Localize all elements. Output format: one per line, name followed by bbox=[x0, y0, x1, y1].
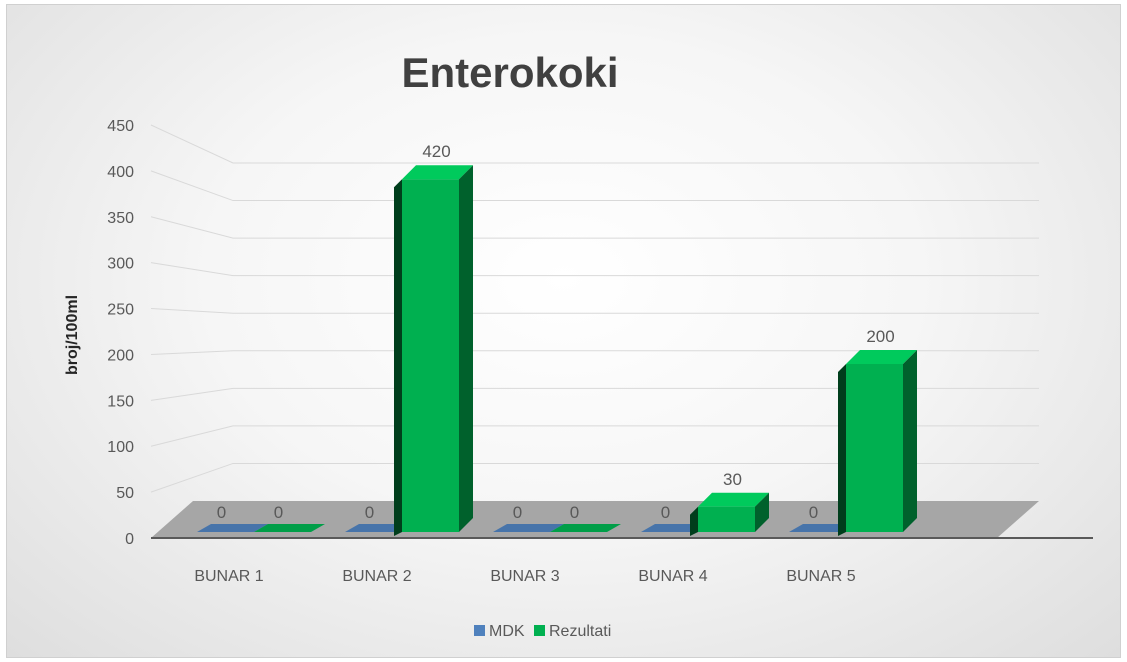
bar-rezultati bbox=[550, 524, 621, 532]
data-label: 0 bbox=[661, 503, 670, 522]
y-axis-ticks: 0 50 100 150 200 250 300 350 400 450 bbox=[107, 118, 134, 548]
data-label: 0 bbox=[274, 503, 283, 522]
legend-swatch-rezultati bbox=[534, 625, 545, 636]
bar-rezultati-front bbox=[402, 179, 459, 532]
x-tick-label: BUNAR 2 bbox=[342, 568, 411, 585]
gridline bbox=[150, 216, 1039, 239]
bar-rezultati-front bbox=[698, 506, 755, 532]
bar-rezultati-side bbox=[755, 492, 769, 532]
bar-rezultati-shadow bbox=[838, 364, 846, 536]
data-label: 0 bbox=[809, 503, 818, 522]
chart-floor bbox=[151, 501, 1093, 539]
bar-rezultati-top bbox=[698, 492, 769, 507]
x-axis-ticks: BUNAR 1 BUNAR 2 BUNAR 3 BUNAR 4 BUNAR 5 bbox=[194, 568, 855, 585]
bar-rezultati-top bbox=[402, 165, 473, 180]
bar-mdk bbox=[197, 524, 268, 532]
bar-rezultati-shadow bbox=[394, 179, 402, 536]
data-label: 30 bbox=[723, 470, 742, 489]
x-tick-label: BUNAR 3 bbox=[490, 568, 559, 585]
y-tick-label: 50 bbox=[116, 485, 134, 502]
gridline bbox=[150, 170, 1039, 202]
y-axis-label: broj/100ml bbox=[64, 295, 81, 375]
gridline bbox=[150, 387, 1039, 401]
legend: MDK Rezultati bbox=[474, 623, 611, 640]
y-tick-label: 250 bbox=[107, 302, 134, 319]
y-tick-label: 100 bbox=[107, 439, 134, 456]
gridline bbox=[150, 462, 1039, 493]
data-label: 0 bbox=[365, 503, 374, 522]
data-label: 0 bbox=[570, 503, 579, 522]
data-label: 420 bbox=[422, 142, 450, 161]
gridline bbox=[150, 124, 1039, 164]
y-tick-label: 450 bbox=[107, 118, 134, 135]
gridline bbox=[150, 350, 1039, 355]
data-label: 0 bbox=[513, 503, 522, 522]
legend-label-rezultati: Rezultati bbox=[549, 623, 611, 640]
y-tick-label: 0 bbox=[125, 531, 134, 548]
y-tick-label: 200 bbox=[107, 347, 134, 364]
chart-area: 0 50 100 150 200 250 300 350 400 450 0 0 0 420 0 0 0 30 0… bbox=[6, 4, 1121, 658]
bar-rezultati-front bbox=[846, 364, 903, 532]
bar-rezultati-shadow bbox=[690, 506, 698, 536]
bar-mdk bbox=[493, 524, 564, 532]
data-label: 0 bbox=[217, 503, 226, 522]
y-tick-label: 150 bbox=[107, 393, 134, 410]
x-tick-label: BUNAR 1 bbox=[194, 568, 263, 585]
gridline bbox=[150, 425, 1039, 447]
x-tick-label: BUNAR 5 bbox=[786, 568, 855, 585]
y-tick-label: 350 bbox=[107, 210, 134, 227]
gridline bbox=[150, 308, 1039, 314]
bar-rezultati-side bbox=[459, 165, 473, 532]
bars: 0 0 0 420 0 0 0 30 0 200 bbox=[197, 142, 917, 536]
legend-swatch-mdk bbox=[474, 625, 485, 636]
y-tick-label: 400 bbox=[107, 164, 134, 181]
bar-rezultati bbox=[254, 524, 325, 532]
bar-rezultati-top bbox=[846, 350, 917, 364]
gridline bbox=[150, 262, 1039, 277]
chart-title: Enterokoki bbox=[401, 49, 618, 96]
bar-rezultati-side bbox=[903, 350, 917, 532]
y-tick-label: 300 bbox=[107, 256, 134, 273]
legend-label-mdk: MDK bbox=[489, 623, 525, 640]
x-tick-label: BUNAR 4 bbox=[638, 568, 707, 585]
data-label: 200 bbox=[866, 327, 894, 346]
gridlines bbox=[150, 124, 1039, 493]
